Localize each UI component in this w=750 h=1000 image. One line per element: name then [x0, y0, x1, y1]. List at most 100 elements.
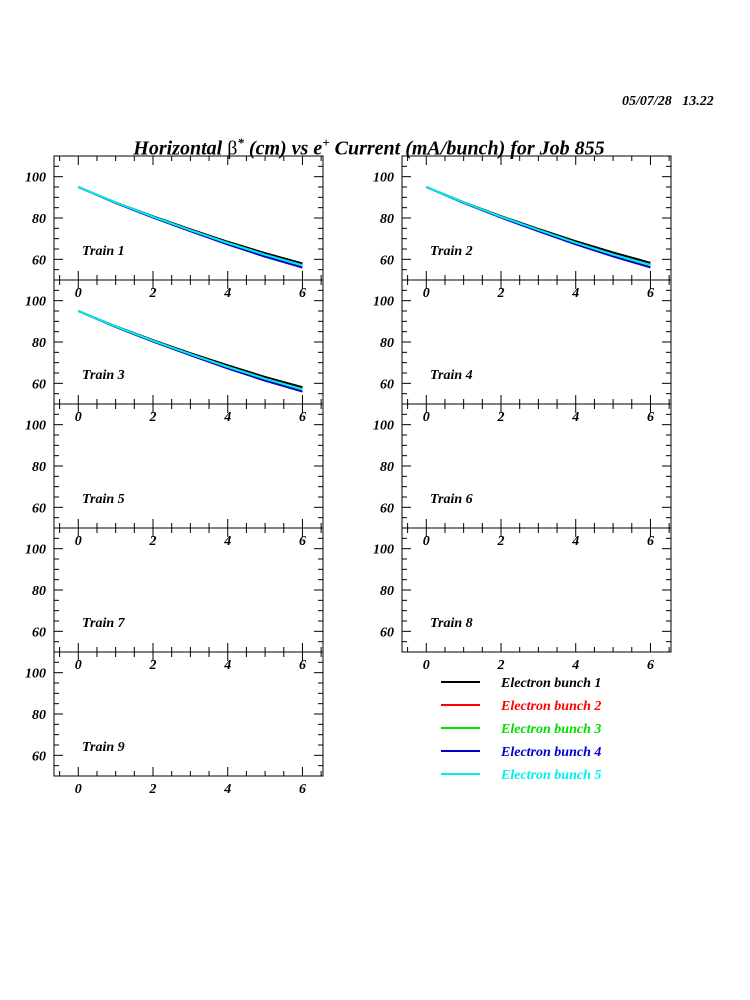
panel-frame	[401, 403, 672, 529]
y-tick-label: 60	[32, 749, 46, 764]
y-tick-label: 80	[32, 708, 46, 723]
x-tick-label: 0	[423, 658, 430, 673]
y-tick-label: 80	[380, 584, 394, 599]
y-tick-label: 80	[32, 460, 46, 475]
x-tick-label: 2	[149, 410, 157, 425]
x-tick-label: 4	[571, 658, 579, 673]
title-star: *	[237, 135, 244, 150]
panel-frame	[53, 527, 324, 653]
x-tick-label: 6	[647, 534, 654, 549]
panel-label: Train 5	[82, 492, 125, 507]
y-tick-label: 80	[380, 460, 394, 475]
y-tick-label: 60	[32, 253, 46, 268]
x-tick-label: 2	[149, 658, 157, 673]
series-line-bunch-5	[77, 186, 303, 267]
x-tick-label: 4	[223, 782, 231, 797]
x-tick-label: 0	[423, 410, 430, 425]
x-tick-label: 6	[299, 658, 306, 673]
y-tick-label: 60	[32, 501, 46, 516]
x-tick-label: 2	[497, 410, 505, 425]
panel-label: Train 1	[82, 244, 125, 259]
y-tick-label: 80	[32, 212, 46, 227]
y-tick-label: 80	[380, 212, 394, 227]
timestamp: 05/07/28 13.22	[622, 94, 714, 109]
panel-frame	[401, 527, 672, 653]
y-tick-label: 100	[25, 295, 46, 310]
y-tick-label: 60	[380, 377, 394, 392]
panel-label: Train 4	[430, 368, 473, 383]
panel-1: 0 2 4 6 60 80 100 Train 1	[25, 155, 324, 301]
legend-label: Electron bunch 2	[500, 699, 601, 714]
y-tick-label: 100	[373, 419, 394, 434]
x-tick-label: 2	[497, 286, 505, 301]
x-tick-label: 0	[75, 286, 82, 301]
y-tick-label: 80	[32, 584, 46, 599]
x-tick-label: 0	[75, 410, 82, 425]
x-tick-label: 6	[647, 658, 654, 673]
x-tick-label: 6	[299, 534, 306, 549]
y-tick-label: 60	[32, 625, 46, 640]
y-tick-label: 100	[25, 543, 46, 558]
series-line-bunch-5	[77, 310, 303, 391]
y-tick-label: 100	[25, 667, 46, 682]
x-tick-label: 6	[299, 782, 306, 797]
panel-frame	[53, 403, 324, 529]
x-tick-label: 2	[149, 286, 157, 301]
legend-label: Electron bunch 5	[500, 768, 601, 783]
title-beta: β	[227, 137, 238, 160]
x-tick-label: 2	[149, 782, 157, 797]
y-tick-label: 100	[25, 419, 46, 434]
y-tick-label: 100	[373, 295, 394, 310]
y-tick-label: 80	[380, 336, 394, 351]
title-part: (cm) vs e	[243, 137, 323, 160]
panel-label: Train 8	[430, 616, 473, 631]
x-tick-label: 2	[149, 534, 157, 549]
x-tick-label: 4	[223, 286, 231, 301]
title-part: Horizontal	[133, 137, 228, 160]
x-tick-label: 6	[299, 410, 306, 425]
chart-title: Horizontal β* (cm) vs e+ Current (mA/bun…	[0, 112, 728, 161]
x-tick-label: 4	[571, 410, 579, 425]
panel-label: Train 7	[82, 616, 126, 631]
x-tick-label: 6	[647, 410, 654, 425]
x-tick-label: 6	[299, 286, 306, 301]
panel-frame	[401, 279, 672, 405]
x-tick-label: 4	[223, 534, 231, 549]
panel-label: Train 6	[430, 492, 473, 507]
x-tick-label: 2	[497, 658, 505, 673]
x-tick-label: 0	[75, 782, 82, 797]
legend: Electron bunch 1 Electron bunch 2 Electron…	[441, 676, 601, 783]
series-line-bunch-5	[425, 186, 651, 267]
x-tick-label: 0	[75, 534, 82, 549]
panel-label: Train 2	[430, 244, 473, 259]
y-tick-label: 60	[32, 377, 46, 392]
y-tick-label: 60	[380, 253, 394, 268]
x-tick-label: 4	[571, 286, 579, 301]
x-tick-label: 4	[223, 410, 231, 425]
x-tick-label: 2	[497, 534, 505, 549]
legend-label: Electron bunch 3	[500, 722, 601, 737]
panel-label: Train 3	[82, 368, 125, 383]
x-tick-label: 4	[571, 534, 579, 549]
x-tick-label: 0	[423, 534, 430, 549]
y-tick-label: 100	[373, 543, 394, 558]
panel-2: 0 2 4 6 60 80 100 Train 2	[373, 155, 672, 301]
legend-label: Electron bunch 1	[500, 676, 601, 691]
x-tick-label: 6	[647, 286, 654, 301]
x-tick-label: 0	[423, 286, 430, 301]
y-tick-label: 100	[373, 171, 394, 186]
title-plus: +	[322, 135, 330, 150]
panel-label: Train 9	[82, 740, 125, 755]
legend-label: Electron bunch 4	[500, 745, 601, 760]
y-tick-label: 100	[25, 171, 46, 186]
panel-frame	[53, 651, 324, 777]
x-tick-label: 0	[75, 658, 82, 673]
